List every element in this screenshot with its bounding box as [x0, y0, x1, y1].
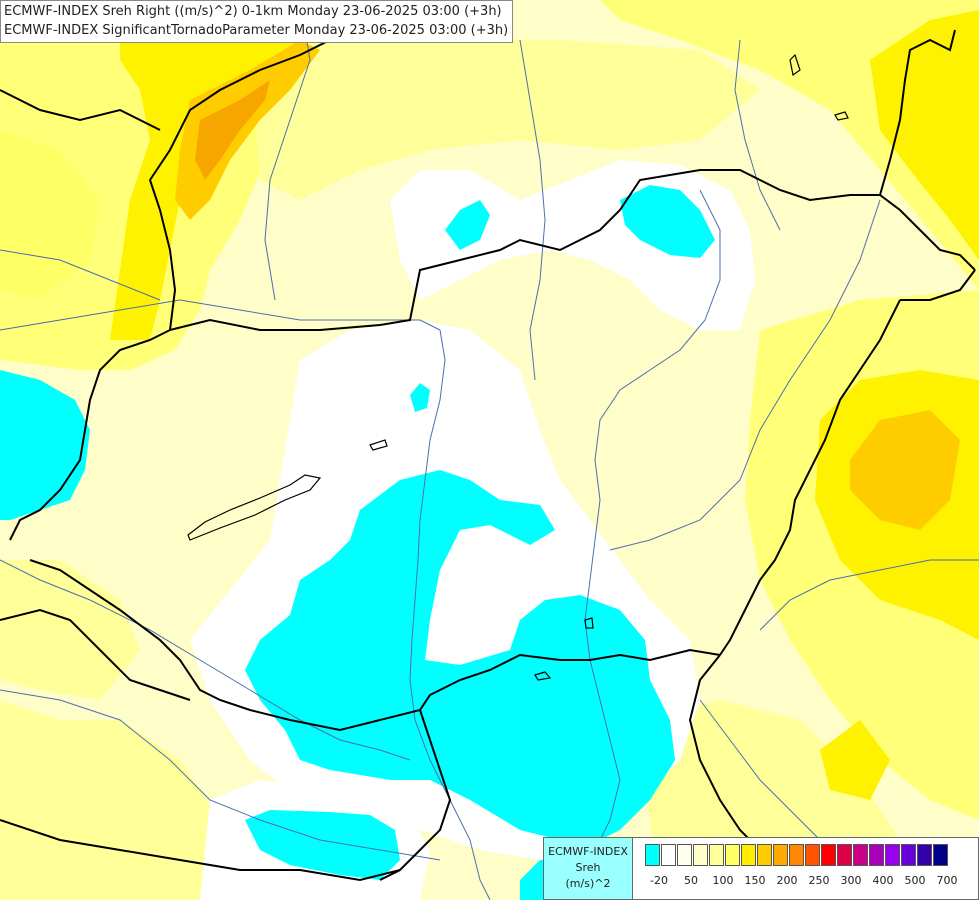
border-romania [900, 269, 976, 301]
legend-swatch [693, 844, 708, 866]
river-tisza [579, 189, 721, 900]
legend-swatch [661, 844, 676, 866]
cyan-zone-central [245, 470, 675, 845]
lake-small-4 [834, 111, 849, 121]
orange-field-layer [0, 0, 979, 800]
border-slovenia-croatia [0, 608, 191, 701]
legend-label-unit: (m/s)^2 [565, 877, 611, 890]
lake-layer [187, 53, 849, 681]
legend-tick-label: 250 [808, 874, 830, 887]
yellow-core-northeast [870, 10, 979, 260]
legend-swatch [757, 844, 772, 866]
color-legend: ECMWF-INDEX Sreh (m/s)^2 -20 50 100 150 200 2… [543, 837, 979, 900]
river-north-3 [734, 39, 781, 231]
legend-swatch [709, 844, 724, 866]
title-line-stp: ECMWF-INDEX SignificantTornadoParameter … [4, 23, 509, 38]
title-line-sreh: ECMWF-INDEX Sreh Right ((m/s)^2) 0-1km M… [4, 4, 502, 19]
border-hungary-west [9, 329, 171, 541]
legend-label-param: Sreh [575, 861, 601, 874]
legend-swatch [645, 844, 660, 866]
legend-tick-label: 200 [776, 874, 798, 887]
cyan-zone-small [410, 383, 430, 412]
lake-small-5 [789, 53, 801, 77]
border-czech [0, 89, 161, 131]
legend-swatch [917, 844, 932, 866]
deep-orange-core-northwest [195, 80, 270, 180]
legend-swatch [837, 844, 852, 866]
legend-swatch [933, 844, 948, 866]
river-east [609, 199, 881, 551]
legend-tick-label: -20 [650, 874, 668, 887]
legend-label: ECMWF-INDEX Sreh (m/s)^2 [544, 838, 633, 899]
legend-swatch [821, 844, 836, 866]
river-drava [0, 559, 411, 761]
legend-swatch [773, 844, 788, 866]
river-danube [0, 299, 491, 900]
border-hungary-east [719, 299, 901, 656]
legend-tick-label: 700 [936, 874, 958, 887]
cyan-zone-north-1 [445, 200, 490, 250]
legend-swatch [853, 844, 868, 866]
border-hungary-north [169, 169, 976, 331]
legend-tick-label: 150 [744, 874, 766, 887]
river-sava [0, 689, 441, 861]
cyan-field-layer [0, 185, 715, 900]
legend-tick-label: 50 [684, 874, 698, 887]
legend-swatch [677, 844, 692, 866]
cyan-zone-west [0, 370, 90, 520]
border-hungary-south [29, 559, 721, 732]
legend-tick-label: 300 [840, 874, 862, 887]
river-north-2 [519, 39, 546, 381]
legend-swatch [805, 844, 820, 866]
border-serbia-croatia [379, 709, 452, 881]
lake-small-3 [584, 617, 594, 629]
border-ukraine [879, 29, 956, 196]
cyan-zone-north-2 [620, 185, 715, 258]
river-west [0, 249, 161, 301]
legend-swatch [885, 844, 900, 866]
orange-core-east [850, 410, 960, 530]
lake-small-2 [534, 671, 552, 681]
yellow-core-south [820, 720, 890, 800]
lake-balaton [187, 474, 322, 541]
legend-swatch [741, 844, 756, 866]
legend-swatch [725, 844, 740, 866]
legend-ticks: -20 50 100 150 200 250 300 400 500 700 [645, 874, 975, 890]
yellow-core-northwest [110, 0, 330, 340]
yellow-field-west [0, 560, 140, 700]
yellow-field-north [250, 40, 760, 200]
legend-swatch [869, 844, 884, 866]
legend-label-model: ECMWF-INDEX [548, 845, 628, 858]
legend-tick-label: 500 [904, 874, 926, 887]
orange-core-northwest [175, 40, 320, 220]
legend-tick-label: 400 [872, 874, 894, 887]
legend-swatch [789, 844, 804, 866]
yellow-field-southwest [0, 700, 230, 900]
yellow-core-far-west [0, 130, 100, 300]
lake-small-1 [369, 439, 388, 451]
map-title-box: ECMWF-INDEX Sreh Right ((m/s)^2) 0-1km M… [0, 0, 514, 43]
river-east-2 [759, 559, 979, 631]
legend-tick-label: 100 [712, 874, 734, 887]
legend-swatch [901, 844, 916, 866]
border-bosnia [0, 819, 401, 882]
